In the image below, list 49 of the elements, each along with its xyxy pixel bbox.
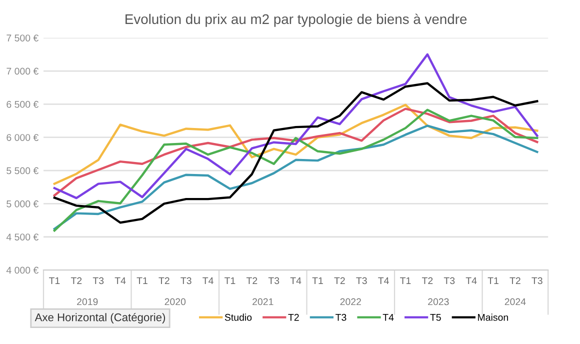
x-tick-label: T4 (290, 277, 302, 284)
legend-label: T5 (430, 314, 441, 321)
legend-label: Maison (478, 314, 508, 321)
x-tick-label: T2 (158, 277, 170, 284)
x-tick-label: T3 (444, 277, 455, 284)
x-tick-label: T1 (400, 277, 411, 284)
y-tick-label: 7 500 € (6, 34, 39, 42)
y-tick-label: 7 000 € (6, 68, 39, 75)
y-tick-label: 4 500 € (6, 234, 39, 240)
x-tick-label: T2 (334, 277, 345, 284)
y-tick-label: 5 500 € (6, 167, 39, 174)
x-tick-label: T2 (510, 277, 520, 284)
chart-title: Evolution du prix au m2 par typologie de biens à vendre (126, 14, 467, 27)
text: 2019 (77, 298, 98, 306)
x-tick-label: T3 (92, 277, 104, 284)
y-tick-label: 4 000 € (6, 266, 39, 274)
legend-label: T2 (288, 314, 299, 321)
x-tick-label: T4 (202, 277, 214, 284)
x-tick-label: T1 (49, 277, 60, 284)
x-tick-label: T4 (466, 277, 477, 284)
line-series (53, 53, 538, 200)
x-tick-label: T1 (312, 277, 323, 284)
x-tick-label: T2 (422, 277, 433, 284)
y-tick-label: 6 500 € (6, 100, 39, 108)
line-series (53, 108, 538, 197)
x-tick-label: T1 (136, 277, 148, 284)
legend-label: T3 (336, 314, 346, 321)
line-series (53, 104, 538, 185)
text: 2023 (428, 298, 449, 306)
x-tick-label: T4 (378, 277, 389, 284)
text: Axe Horizontal (Catégorie) (34, 312, 166, 324)
x-tick-label: T3 (180, 277, 192, 284)
line-series (53, 82, 538, 224)
text: 2022 (340, 298, 361, 306)
text: 2021 (252, 298, 274, 306)
text: 2020 (164, 298, 186, 306)
x-tick-label: T1 (488, 277, 498, 284)
x-tick-label: T3 (356, 277, 367, 284)
x-tick-label: T2 (246, 277, 258, 284)
x-tick-label: T4 (114, 277, 126, 284)
y-tick-label: 6 000 € (6, 134, 39, 141)
legend-label: T4 (382, 314, 394, 321)
y-tick-label: 5 000 € (6, 200, 39, 208)
x-tick-label: T3 (532, 277, 542, 284)
x-tick-label: T3 (268, 277, 280, 284)
legend-label: Studio (224, 314, 252, 321)
text: 2024 (504, 298, 526, 306)
x-tick-label: T1 (224, 277, 236, 284)
x-tick-label: T2 (70, 277, 82, 284)
